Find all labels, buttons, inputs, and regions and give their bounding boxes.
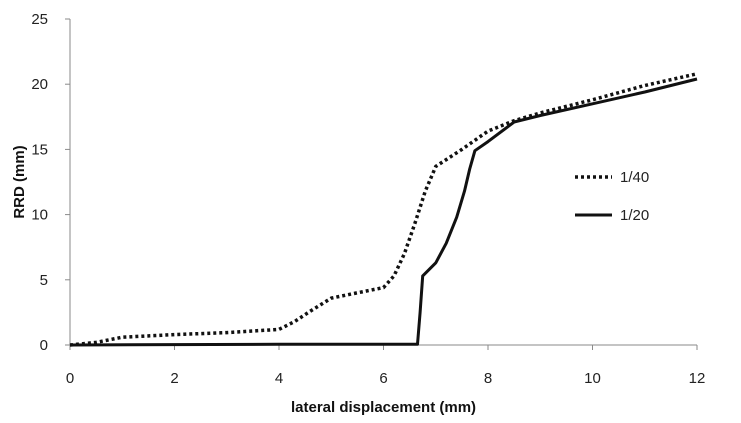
y-axis-ticks: 0 5 10 15 20 25	[31, 11, 70, 354]
series-line-1-20	[69, 77, 698, 347]
y-tick-label: 0	[40, 337, 48, 354]
y-tick-label: 25	[31, 11, 48, 28]
x-axis-title: lateral displacement (mm)	[291, 399, 476, 416]
legend-label: 1/40	[620, 169, 649, 186]
y-tick-label: 5	[40, 272, 48, 289]
x-tick-label: 4	[275, 370, 283, 387]
series-line-1-40	[69, 72, 698, 347]
x-tick-label: 10	[584, 370, 601, 387]
legend-label: 1/20	[620, 207, 649, 224]
x-tick-label: 0	[66, 370, 74, 387]
legend: 1/40 1/20	[575, 169, 649, 224]
x-tick-label: 2	[170, 370, 178, 387]
x-axis-ticks: 0 2 4 6 8 10 12	[66, 345, 706, 387]
x-tick-label: 8	[484, 370, 492, 387]
x-tick-label: 6	[379, 370, 387, 387]
y-axis-title: RRD (mm)	[11, 145, 28, 218]
y-tick-label: 20	[31, 76, 48, 93]
y-tick-label: 10	[31, 207, 48, 224]
y-tick-label: 15	[31, 141, 48, 158]
x-tick-label: 12	[689, 370, 706, 387]
axes	[69, 19, 697, 346]
series-lines	[69, 72, 698, 347]
